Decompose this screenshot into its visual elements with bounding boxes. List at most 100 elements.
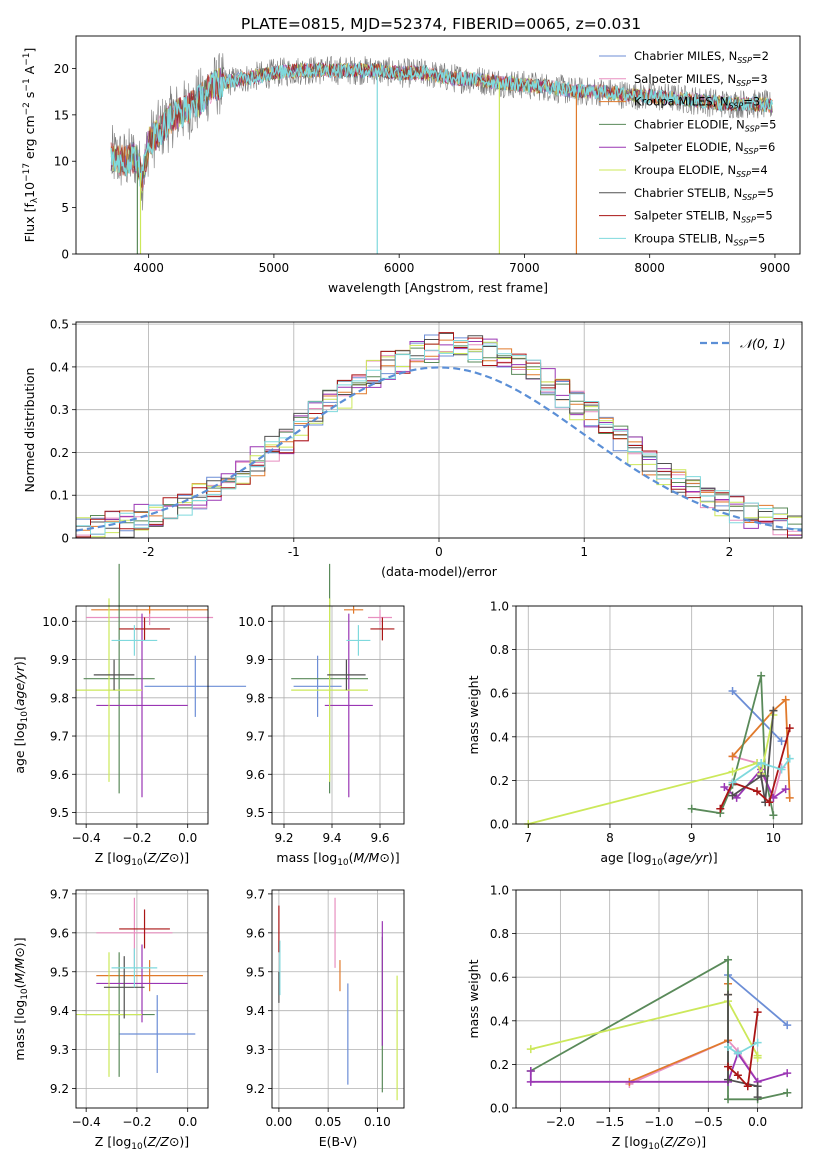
x-tick-label: 7000	[509, 261, 540, 275]
x-axis-label: Z [log10(Z/Z⊙)]	[612, 1134, 706, 1152]
y-axis-label: Normed distribution	[22, 368, 37, 493]
y-axis-label: mass weight	[466, 675, 481, 754]
x-tick-label: 9.4	[322, 831, 341, 845]
x-tick-label: 0	[435, 545, 443, 559]
x-tick-label: 5000	[259, 261, 290, 275]
weight-point	[743, 1082, 752, 1091]
weight-series-0	[727, 974, 788, 1026]
x-tick-label: -1	[288, 545, 300, 559]
y-tick-label: 9.2	[246, 1082, 265, 1096]
x-tick-label: -2	[143, 545, 155, 559]
y-axis-label: age [log10(age/yr)]	[12, 656, 30, 773]
x-tick-label: 10	[766, 831, 781, 845]
weight-point	[526, 1045, 535, 1054]
residuals-plot: -2 -1 0 1 2 0 0.1 0.2 0.3 0.4 0.5 (data-model)/erro…	[22, 318, 803, 579]
residual-histogram-5	[76, 341, 802, 538]
weight-point	[753, 1038, 762, 1047]
weight-point	[728, 687, 737, 696]
legend-entry: Salpeter MILES, NSSP=3	[634, 72, 768, 88]
weight-point	[526, 1077, 535, 1086]
weight-series-6	[731, 710, 775, 803]
x-tick-label: −0.4	[72, 1115, 101, 1129]
y-tick-label: 9.6	[246, 768, 265, 782]
age_vs_mass-plot: 9.2 9.4 9.6 9.5 9.6 9.7 9.8 9.9 10.0 mass [log10(…	[238, 563, 405, 868]
weight-point	[724, 1042, 733, 1051]
x-tick-label: −0.4	[72, 831, 101, 845]
legend-entry: 𝒩(0, 1)	[740, 336, 786, 351]
y-tick-label: 0.4	[50, 360, 69, 374]
weight-series-5	[530, 1000, 759, 1058]
weight-series-6	[727, 994, 759, 1098]
age_vs_Z-plot: −0.4 −0.2 0.0 9.5 9.6 9.7 9.8 9.9 10.0 Z [log10(Z…	[12, 563, 247, 868]
weight-point	[781, 785, 790, 794]
y-tick-label: 9.2	[50, 1082, 69, 1096]
weight_vs_Z-plot: −2.0 −1.5 −1.0 −0.5 0.0 0.0 0.2 0.4 0.6 0.8 1.0 Z […	[466, 884, 803, 1152]
weight-point	[757, 758, 766, 767]
weight-point	[733, 1049, 742, 1058]
weight-point	[728, 778, 737, 787]
y-tick-label: 0.0	[490, 1102, 509, 1116]
y-tick-label: 9.6	[246, 926, 265, 940]
x-tick-label: 6000	[384, 261, 415, 275]
y-axis-label: Flux [fλ10−17 erg cm−2 s−1 A−1]	[22, 48, 40, 243]
axes-frame	[515, 605, 803, 825]
y-tick-label: 9.9	[246, 653, 265, 667]
x-tick-label: −1.0	[644, 1115, 673, 1129]
y-tick-label: 10	[54, 155, 69, 169]
weight-point	[724, 990, 733, 999]
x-tick-label: 0.0	[748, 1115, 767, 1129]
axes-frame	[271, 889, 405, 1109]
x-tick-label: −0.2	[122, 831, 151, 845]
y-tick-label: 0.8	[490, 927, 509, 941]
y-tick-label: 9.3	[246, 1043, 265, 1057]
y-tick-label: 9.8	[50, 691, 69, 705]
axes-frame	[75, 35, 801, 255]
axes-frame	[75, 605, 209, 825]
normal-curve	[75, 366, 803, 532]
weight-point	[757, 671, 766, 680]
weight-point	[728, 767, 737, 776]
y-tick-label: 9.6	[50, 926, 69, 940]
weight-point	[724, 1095, 733, 1104]
weight-point	[720, 782, 729, 791]
weight-point	[777, 765, 786, 774]
legend-entry: Kroupa ELODIE, NSSP=4	[634, 163, 768, 179]
x-tick-label: −2.0	[546, 1115, 575, 1129]
x-tick-label: −0.2	[122, 1115, 151, 1129]
x-axis-label: mass [log10(M/M⊙)]	[276, 850, 399, 868]
weight-series-8	[731, 758, 791, 784]
y-tick-label: 9.5	[50, 965, 69, 979]
y-tick-label: 9.5	[246, 806, 265, 820]
x-tick-label: 4000	[133, 261, 164, 275]
y-tick-label: 10.0	[42, 615, 69, 629]
y-tick-label: 9.4	[246, 1004, 265, 1018]
weight-point	[753, 1093, 762, 1102]
x-tick-label: 0.00	[266, 1115, 293, 1129]
weight-series-7	[727, 1011, 759, 1089]
weight-point	[753, 1053, 762, 1062]
y-tick-label: 10.0	[238, 615, 265, 629]
weight-point	[753, 1008, 762, 1017]
y-tick-label: 0.3	[50, 403, 69, 417]
weight-point	[785, 754, 794, 763]
y-tick-label: 15	[54, 108, 69, 122]
y-tick-label: 9.7	[50, 887, 69, 901]
y-tick-label: 0.2	[490, 1058, 509, 1072]
weight_vs_age-plot: 7 8 9 10 0.0 0.2 0.4 0.6 0.8 1.0 age [log10(age/yr…	[466, 600, 803, 868]
figure-title: PLATE=0815, MJD=52374, FIBERID=0065, z=0…	[241, 15, 641, 33]
y-tick-label: 0.4	[490, 730, 509, 744]
x-axis-label: (data-model)/error	[381, 564, 498, 579]
y-tick-label: 0.5	[50, 318, 69, 332]
weight-point	[753, 1082, 762, 1091]
weight-point	[733, 1071, 742, 1080]
legend-entry: Kroupa STELIB, NSSP=5	[634, 231, 765, 247]
y-tick-label: 0	[61, 248, 69, 262]
y-tick-label: 0.6	[490, 971, 509, 985]
residual-histogram-8	[76, 340, 802, 535]
y-tick-label: 9.5	[50, 806, 69, 820]
x-tick-label: 9.6	[370, 831, 389, 845]
model-spectrum-8	[110, 61, 774, 187]
y-tick-label: 1.0	[490, 600, 509, 614]
y-tick-label: 0.6	[490, 687, 509, 701]
